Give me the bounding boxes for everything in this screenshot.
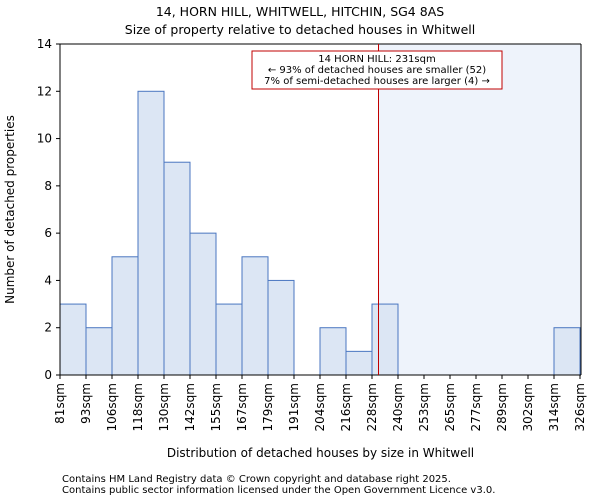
bar-314sqm: [553, 327, 581, 376]
x-tick-label-277sqm: 277sqm: [469, 383, 483, 431]
x-tick-label-130sqm: 130sqm: [157, 383, 171, 431]
x-tick-label-314sqm: 314sqm: [547, 383, 561, 431]
footer-line-1: Contains HM Land Registry data © Crown c…: [62, 474, 451, 485]
bar-130sqm: [163, 161, 191, 376]
x-tick-label-167sqm: 167sqm: [235, 383, 249, 431]
x-axis-label: Distribution of detached houses by size …: [167, 446, 474, 460]
x-tick-label-142sqm: 142sqm: [183, 383, 197, 431]
bar-179sqm: [267, 279, 295, 376]
x-tick-label-289sqm: 289sqm: [495, 383, 509, 431]
bar-81sqm: [59, 303, 87, 376]
x-tick-label-155sqm: 155sqm: [209, 383, 223, 431]
x-tick-label-191sqm: 191sqm: [287, 383, 301, 431]
x-tick-label-216sqm: 216sqm: [339, 383, 353, 431]
annotation-box: [251, 50, 503, 90]
bar-106sqm: [111, 256, 139, 376]
shaded-region-larger: [378, 44, 581, 375]
x-tick-label-253sqm: 253sqm: [417, 383, 431, 431]
bar-216sqm: [345, 350, 373, 376]
bar-204sqm: [319, 327, 347, 376]
x-tick-label-302sqm: 302sqm: [521, 383, 535, 431]
x-tick-label-228sqm: 228sqm: [365, 383, 379, 431]
x-tick-label-240sqm: 240sqm: [391, 383, 405, 431]
bar-167sqm: [241, 256, 269, 376]
x-tick-label-326sqm: 326sqm: [573, 383, 587, 431]
x-tick-label-179sqm: 179sqm: [261, 383, 275, 431]
bar-228sqm: [371, 303, 399, 376]
bar-118sqm: [137, 90, 165, 376]
x-tick-label-106sqm: 106sqm: [105, 383, 119, 431]
annotation-line-2: ← 93% of detached houses are smaller (52…: [268, 65, 486, 76]
y-tick-label-14: 14: [37, 37, 52, 51]
y-tick-label-6: 6: [44, 226, 52, 240]
annotation-line-3: 7% of semi-detached houses are larger (4…: [264, 76, 490, 87]
footer-line-2: Contains public sector information licen…: [62, 485, 496, 496]
x-tick-label-93sqm: 93sqm: [79, 383, 93, 424]
bar-142sqm: [189, 232, 217, 376]
y-tick-label-0: 0: [44, 368, 52, 382]
chart-title: 14, HORN HILL, WHITWELL, HITCHIN, SG4 8A…: [155, 4, 445, 19]
x-tick-label-81sqm: 81sqm: [53, 383, 67, 424]
x-tick-label-118sqm: 118sqm: [131, 383, 145, 431]
y-tick-label-8: 8: [44, 179, 52, 193]
chart-subtitle: Size of property relative to detached ho…: [124, 22, 476, 37]
y-tick-label-12: 12: [37, 84, 52, 98]
y-tick-label-10: 10: [37, 132, 52, 146]
y-tick-label-2: 2: [44, 321, 52, 335]
x-tick-label-204sqm: 204sqm: [313, 383, 327, 431]
bar-93sqm: [85, 327, 113, 376]
y-axis-label: Number of detached properties: [3, 115, 17, 304]
x-tick-label-265sqm: 265sqm: [443, 383, 457, 431]
y-tick-label-4: 4: [44, 273, 52, 287]
bar-155sqm: [215, 303, 243, 376]
annotation-line-1: 14 HORN HILL: 231sqm: [318, 54, 435, 65]
